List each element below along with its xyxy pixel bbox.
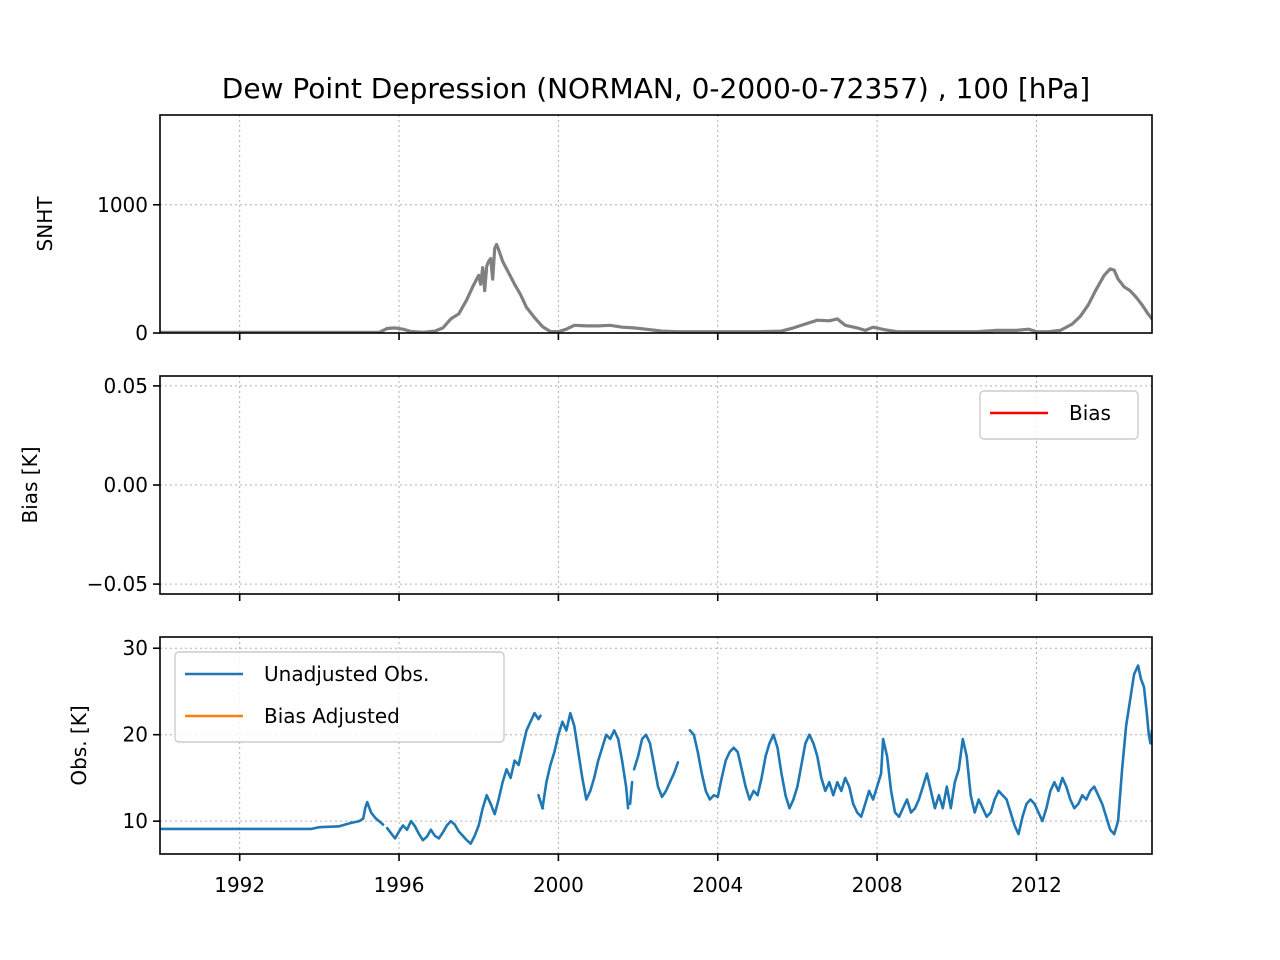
panel-obs: 1992 1996 2000 2004 2008 2012 10 20 30 Obs. [K] Un… <box>67 636 1153 897</box>
x-tick-label: 2000 <box>533 873 584 897</box>
series-line-obs-0-6 <box>688 664 1152 836</box>
series-line-obs-0-5 <box>632 733 680 799</box>
panel-snht: 0 1000 SNHT <box>33 114 1153 345</box>
y-tick-label: −0.05 <box>87 572 148 596</box>
axes-frame <box>159 114 1153 334</box>
series-line-obs-0-4 <box>628 780 634 806</box>
series-line-snht-0-0 <box>160 242 1152 333</box>
y-axis-label: SNHT <box>33 196 57 252</box>
y-tick-label: 0 <box>135 321 148 345</box>
y-axis-label: Bias [K] <box>18 446 42 523</box>
legend-label: Bias <box>1069 401 1111 425</box>
x-tick-label: 1996 <box>374 873 425 897</box>
legend-box <box>174 651 505 743</box>
y-tick-label: 10 <box>123 809 148 833</box>
legend-box <box>979 390 1139 440</box>
y-tick-label: 1000 <box>97 193 148 217</box>
x-tick-label: 2004 <box>692 873 743 897</box>
y-tick-label: 20 <box>123 723 148 747</box>
legend: Bias <box>979 390 1139 440</box>
y-tick-label: 0.00 <box>103 473 148 497</box>
series-group <box>160 664 1152 845</box>
series-line-obs-0-1 <box>385 711 542 845</box>
x-tick-label: 2012 <box>1011 873 1062 897</box>
legend: Unadjusted Obs. Bias Adjusted <box>174 651 505 743</box>
x-tick-label: 1992 <box>214 873 265 897</box>
y-axis-label: Obs. [K] <box>67 705 91 785</box>
y-tick-label: 30 <box>123 636 148 660</box>
legend-label: Unadjusted Obs. <box>264 662 429 686</box>
figure-title: Dew Point Depression (NORMAN, 0-2000-0-7… <box>222 72 1090 105</box>
panel-bias: −0.05 0.00 0.05 Bias [K] Bias <box>18 374 1153 601</box>
axes-frame <box>159 636 1153 855</box>
legend-label: Bias Adjusted <box>264 704 400 728</box>
series-line-obs-0-2 <box>537 711 630 810</box>
x-tick-label: 2008 <box>852 873 903 897</box>
series-group <box>160 242 1152 333</box>
series-line-obs-0-0 <box>160 800 385 831</box>
y-tick-label: 0.05 <box>103 374 148 398</box>
